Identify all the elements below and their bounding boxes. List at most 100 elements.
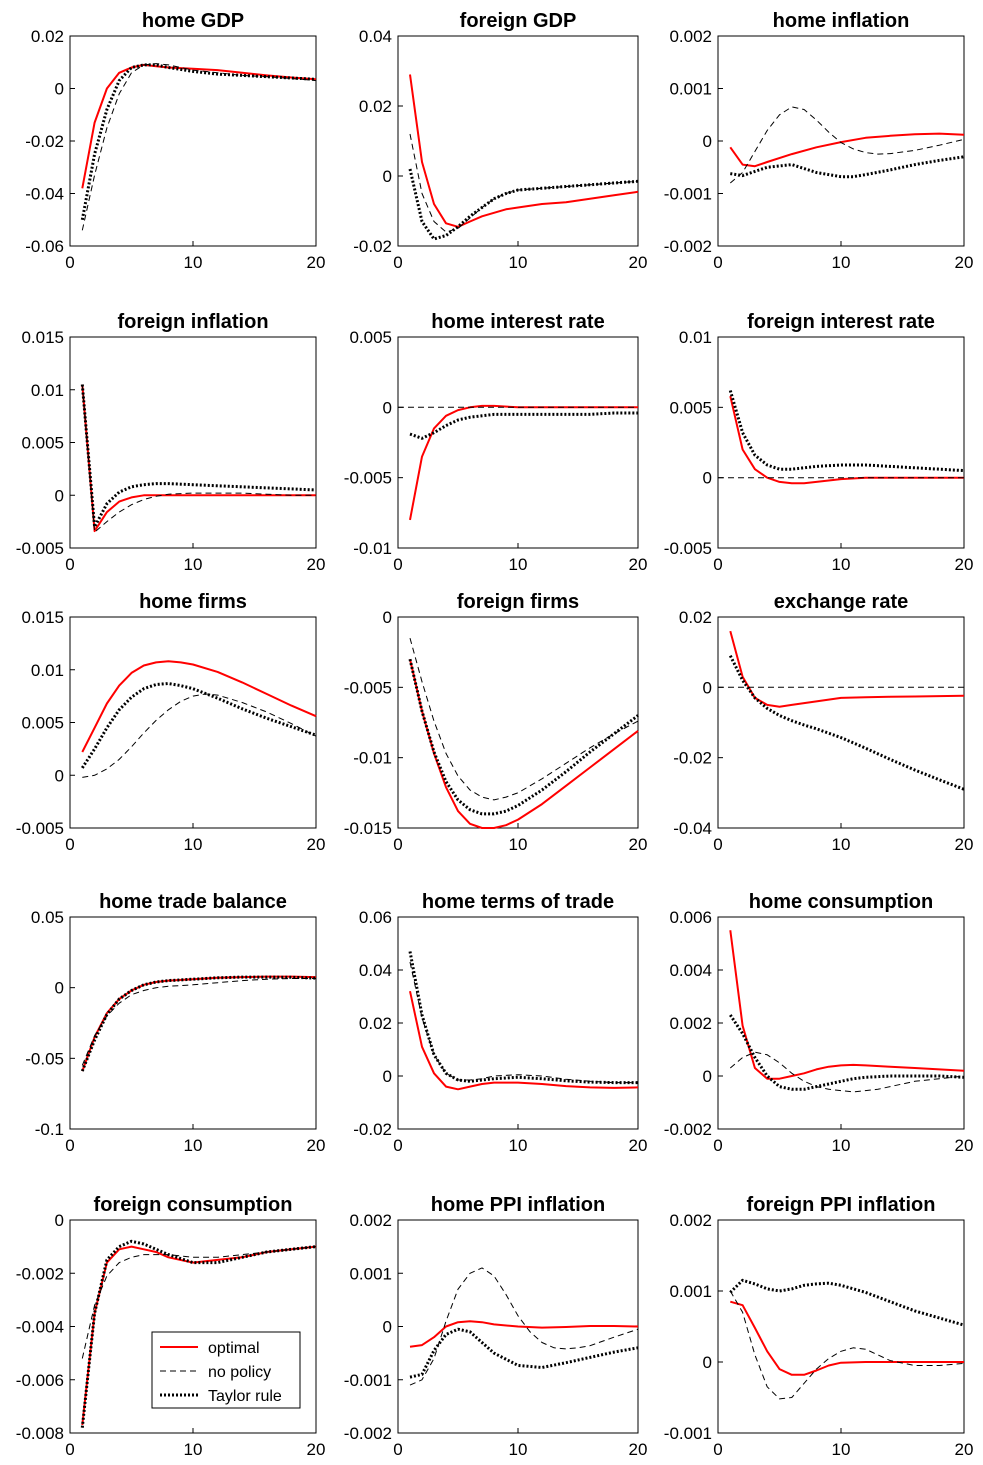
x-tick-label: 0 [65, 835, 74, 854]
y-tick-label: 0.01 [31, 661, 64, 680]
panel-title: home consumption [749, 891, 933, 913]
x-tick-label: 10 [509, 1440, 528, 1459]
x-tick-label: 0 [65, 253, 74, 272]
series-line-taylor-rule [80, 63, 317, 221]
panel-title: foreign firms [457, 591, 579, 613]
series-line-taylor-rule [728, 655, 965, 791]
series-line-no-policy [409, 1267, 639, 1386]
series-line-optimal [729, 930, 965, 1080]
panel-home-inflation: home inflation -0.002 -0.001 0 0.001 0.002 0 10… [664, 10, 974, 272]
x-tick-label: 20 [955, 555, 974, 574]
x-tick-label: 10 [184, 835, 203, 854]
y-tick-label: 0 [383, 1318, 392, 1337]
y-tick-label: -0.008 [16, 1424, 64, 1443]
axes-box [717, 35, 965, 247]
x-tick-label: 20 [307, 835, 326, 854]
series-line-taylor-rule [729, 1278, 965, 1327]
y-tick-label: -0.002 [16, 1264, 64, 1283]
y-tick-label: 0 [55, 486, 64, 505]
y-tick-label: -0.1 [35, 1120, 64, 1139]
x-tick-label: 0 [393, 555, 402, 574]
panel-title: home GDP [142, 10, 244, 32]
x-tick-label: 0 [393, 835, 402, 854]
series-line-taylor-rule [81, 682, 317, 769]
x-tick-label: 10 [832, 835, 851, 854]
x-tick-label: 0 [713, 835, 722, 854]
series-line-no-policy [409, 637, 639, 801]
y-tick-label: 0.002 [669, 1211, 712, 1230]
y-tick-label: -0.001 [664, 185, 712, 204]
y-tick-label: 0.04 [359, 961, 392, 980]
x-tick-label: 20 [955, 1136, 974, 1155]
y-tick-label: 0.002 [669, 1014, 712, 1033]
x-tick-label: 20 [629, 1440, 648, 1459]
x-tick-label: 20 [629, 835, 648, 854]
y-tick-label: -0.005 [344, 678, 392, 697]
panel-home-trade-balance: home trade balance -0.1 -0.05 0 0.05 0 10 20 [25, 891, 325, 1155]
y-tick-label: 0.015 [21, 328, 64, 347]
x-tick-label: 10 [509, 555, 528, 574]
series-line-no-policy [81, 63, 317, 231]
panel-title: home inflation [773, 10, 910, 32]
y-tick-label: -0.005 [16, 539, 64, 558]
y-tick-label: 0.001 [669, 1282, 712, 1301]
x-tick-label: 20 [629, 555, 648, 574]
x-tick-label: 20 [629, 1136, 648, 1155]
y-tick-label: 0.02 [679, 608, 712, 627]
x-tick-label: 0 [713, 555, 722, 574]
y-tick-label: -0.04 [25, 185, 64, 204]
x-tick-label: 10 [509, 253, 528, 272]
y-tick-label: 0.015 [21, 608, 64, 627]
axes-box [717, 336, 965, 549]
y-tick-label: -0.001 [664, 1424, 712, 1443]
series-line-no-policy [81, 384, 316, 533]
series-line-taylor-rule [728, 390, 965, 473]
x-tick-label: 10 [184, 1136, 203, 1155]
y-tick-label: -0.04 [673, 819, 712, 838]
series-line-no-policy [409, 961, 638, 1084]
y-tick-label: -0.06 [25, 237, 64, 256]
series-line-optimal [729, 630, 965, 708]
y-tick-label: 0.005 [21, 434, 64, 453]
panel-foreign-firms: foreign firms -0.015 -0.01 -0.005 0 0 10 20 [344, 591, 648, 854]
series-line-taylor-rule [80, 1239, 317, 1428]
y-tick-label: 0.02 [359, 1014, 392, 1033]
panel-title: home trade balance [99, 891, 287, 913]
y-tick-label: 0.005 [21, 714, 64, 733]
x-tick-label: 20 [307, 253, 326, 272]
panel-foreign-consumption: foreign consumption -0.008 -0.006 -0.004 -0.… [16, 1194, 326, 1459]
y-tick-label: 0.02 [31, 27, 64, 46]
y-tick-label: -0.002 [344, 1424, 392, 1443]
legend: optimal no policy Taylor rule [151, 1331, 301, 1409]
panel-title: home terms of trade [422, 891, 614, 913]
panel-home-ppi-inflation: home PPI inflation -0.002 -0.001 0 0.001 0.00… [344, 1194, 648, 1459]
legend-label-taylor-rule: Taylor rule [208, 1388, 282, 1405]
y-tick-label: 0 [703, 1067, 712, 1086]
panel-title: foreign GDP [460, 10, 577, 32]
x-tick-label: 0 [393, 253, 402, 272]
series-line-no-policy [729, 1290, 965, 1400]
x-tick-label: 0 [713, 1440, 722, 1459]
series-line-optimal [409, 404, 638, 521]
y-tick-label: -0.05 [25, 1049, 64, 1068]
axes-box [69, 336, 317, 549]
axes-box [69, 916, 317, 1130]
x-tick-label: 20 [955, 253, 974, 272]
y-tick-label: 0.004 [669, 961, 712, 980]
y-tick-label: 0 [383, 398, 392, 417]
y-tick-label: 0 [55, 979, 64, 998]
x-tick-label: 20 [307, 1136, 326, 1155]
series-line-taylor-rule [730, 155, 965, 179]
y-tick-label: 0.005 [349, 328, 392, 347]
series-line-optimal [729, 132, 965, 168]
series-line-optimal [81, 660, 317, 753]
x-tick-label: 10 [832, 1440, 851, 1459]
y-tick-label: 0 [383, 167, 392, 186]
axes-box [717, 916, 965, 1130]
panel-title: home firms [139, 591, 247, 613]
